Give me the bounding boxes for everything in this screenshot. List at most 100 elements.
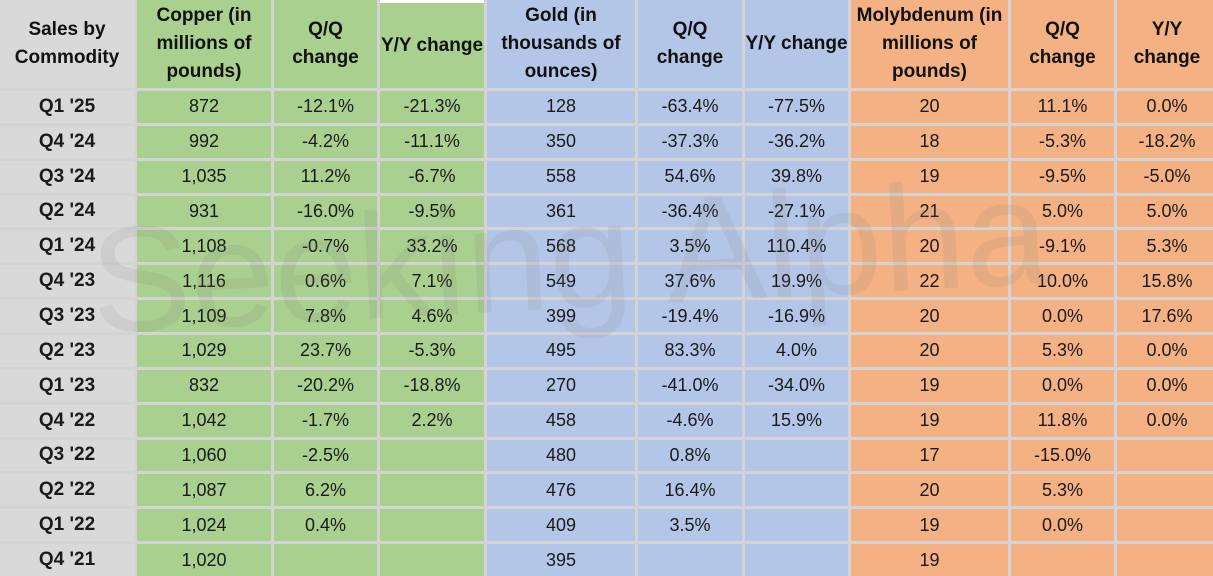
table-cell: -63.4% bbox=[638, 91, 742, 123]
table-cell: -19.4% bbox=[638, 300, 742, 332]
table-cell: 19 bbox=[851, 509, 1008, 542]
table-cell: 458 bbox=[487, 404, 635, 437]
table-cell: 20 bbox=[851, 335, 1008, 367]
table-cell: 0.0% bbox=[1011, 509, 1114, 542]
table-cell: 20 bbox=[851, 230, 1008, 263]
table-cell: -4.2% bbox=[274, 125, 377, 158]
table-cell: -77.5% bbox=[745, 91, 848, 123]
row-label: Q3 '23 bbox=[0, 300, 134, 332]
table-cell: 568 bbox=[487, 230, 635, 263]
table-cell: -0.7% bbox=[274, 230, 377, 263]
table-cell: -2.5% bbox=[274, 439, 377, 472]
table-cell: 0.8% bbox=[638, 439, 742, 472]
table-cell: 1,024 bbox=[137, 509, 271, 542]
row-label: Q3 '22 bbox=[0, 439, 134, 472]
table-cell: 3.5% bbox=[638, 230, 742, 263]
table-cell: 83.3% bbox=[638, 335, 742, 367]
table-cell: 1,029 bbox=[137, 335, 271, 367]
table-cell bbox=[745, 439, 848, 472]
table-cell: 476 bbox=[487, 474, 635, 507]
table-cell: 270 bbox=[487, 369, 635, 402]
table-cell: 0.0% bbox=[1117, 404, 1213, 437]
table-cell: -18.2% bbox=[1117, 125, 1213, 158]
table-cell: 15.8% bbox=[1117, 265, 1213, 298]
table-cell: 0.0% bbox=[1011, 300, 1114, 332]
table-cell: 5.3% bbox=[1011, 474, 1114, 507]
table-cell: 480 bbox=[487, 439, 635, 472]
table-cell: 4.0% bbox=[745, 335, 848, 367]
table-cell: 37.6% bbox=[638, 265, 742, 298]
table-cell: 350 bbox=[487, 125, 635, 158]
table-cell: 17 bbox=[851, 439, 1008, 472]
table-cell bbox=[745, 544, 848, 576]
column-header: Q/Q change bbox=[1011, 0, 1114, 88]
table-cell: 495 bbox=[487, 335, 635, 367]
table-cell: 19.9% bbox=[745, 265, 848, 298]
table-cell: 11.1% bbox=[1011, 91, 1114, 123]
table-cell bbox=[1117, 544, 1213, 576]
table-cell: -16.9% bbox=[745, 300, 848, 332]
table-cell bbox=[745, 474, 848, 507]
column-header: Molybdenum (in millions of pounds) bbox=[851, 0, 1008, 88]
table-cell bbox=[1011, 544, 1114, 576]
row-label: Q1 '23 bbox=[0, 369, 134, 402]
table-cell: 19 bbox=[851, 160, 1008, 193]
table-cell: 20 bbox=[851, 474, 1008, 507]
table-cell: 3.5% bbox=[638, 509, 742, 542]
row-label: Q4 '22 bbox=[0, 404, 134, 437]
table-cell: 1,060 bbox=[137, 439, 271, 472]
table-cell bbox=[380, 509, 484, 542]
table-cell: 549 bbox=[487, 265, 635, 298]
table-cell: 23.7% bbox=[274, 335, 377, 367]
table-cell: 11.2% bbox=[274, 160, 377, 193]
table-cell: 1,087 bbox=[137, 474, 271, 507]
table-cell: -21.3% bbox=[380, 91, 484, 123]
row-label: Q1 '24 bbox=[0, 230, 134, 263]
table-cell: 1,108 bbox=[137, 230, 271, 263]
table-cell: 931 bbox=[137, 195, 271, 228]
column-header: Y/Y change bbox=[1117, 0, 1213, 88]
row-label: Q4 '21 bbox=[0, 544, 134, 576]
table-cell: 4.6% bbox=[380, 300, 484, 332]
table-cell: -4.6% bbox=[638, 404, 742, 437]
table-cell: -16.0% bbox=[274, 195, 377, 228]
table-cell: 1,020 bbox=[137, 544, 271, 576]
table-cell: 20 bbox=[851, 91, 1008, 123]
table-cell: 20 bbox=[851, 300, 1008, 332]
table-cell: -18.8% bbox=[380, 369, 484, 402]
column-header: Q/Q change bbox=[274, 0, 377, 88]
table-cell: 0.0% bbox=[1117, 369, 1213, 402]
table-cell: 0.4% bbox=[274, 509, 377, 542]
table-cell: -37.3% bbox=[638, 125, 742, 158]
row-label: Q1 '22 bbox=[0, 509, 134, 542]
table-cell: 399 bbox=[487, 300, 635, 332]
row-label: Q1 '25 bbox=[0, 91, 134, 123]
table-cell bbox=[1117, 439, 1213, 472]
table-cell: 409 bbox=[487, 509, 635, 542]
column-header: Y/Y change bbox=[745, 0, 848, 88]
table-cell: 1,116 bbox=[137, 265, 271, 298]
table-cell: 7.1% bbox=[380, 265, 484, 298]
row-label: Q4 '24 bbox=[0, 125, 134, 158]
table-cell bbox=[274, 544, 377, 576]
table-cell: 110.4% bbox=[745, 230, 848, 263]
table-cell: -9.5% bbox=[380, 195, 484, 228]
table-cell: 22 bbox=[851, 265, 1008, 298]
row-label: Q2 '23 bbox=[0, 335, 134, 367]
column-header: Copper (in millions of pounds) bbox=[137, 0, 271, 88]
table-cell: 5.3% bbox=[1011, 335, 1114, 367]
table-cell: -5.3% bbox=[1011, 125, 1114, 158]
table-cell: -20.2% bbox=[274, 369, 377, 402]
column-header: Q/Q change bbox=[638, 0, 742, 88]
table-cell bbox=[380, 544, 484, 576]
table-cell: -1.7% bbox=[274, 404, 377, 437]
table-cell bbox=[638, 544, 742, 576]
table-cell: -36.4% bbox=[638, 195, 742, 228]
table-cell: -5.0% bbox=[1117, 160, 1213, 193]
table-cell: 0.0% bbox=[1117, 91, 1213, 123]
table-cell: -9.1% bbox=[1011, 230, 1114, 263]
column-header: Y/Y change bbox=[380, 0, 484, 88]
table-cell: 0.0% bbox=[1117, 335, 1213, 367]
table-cell bbox=[380, 439, 484, 472]
